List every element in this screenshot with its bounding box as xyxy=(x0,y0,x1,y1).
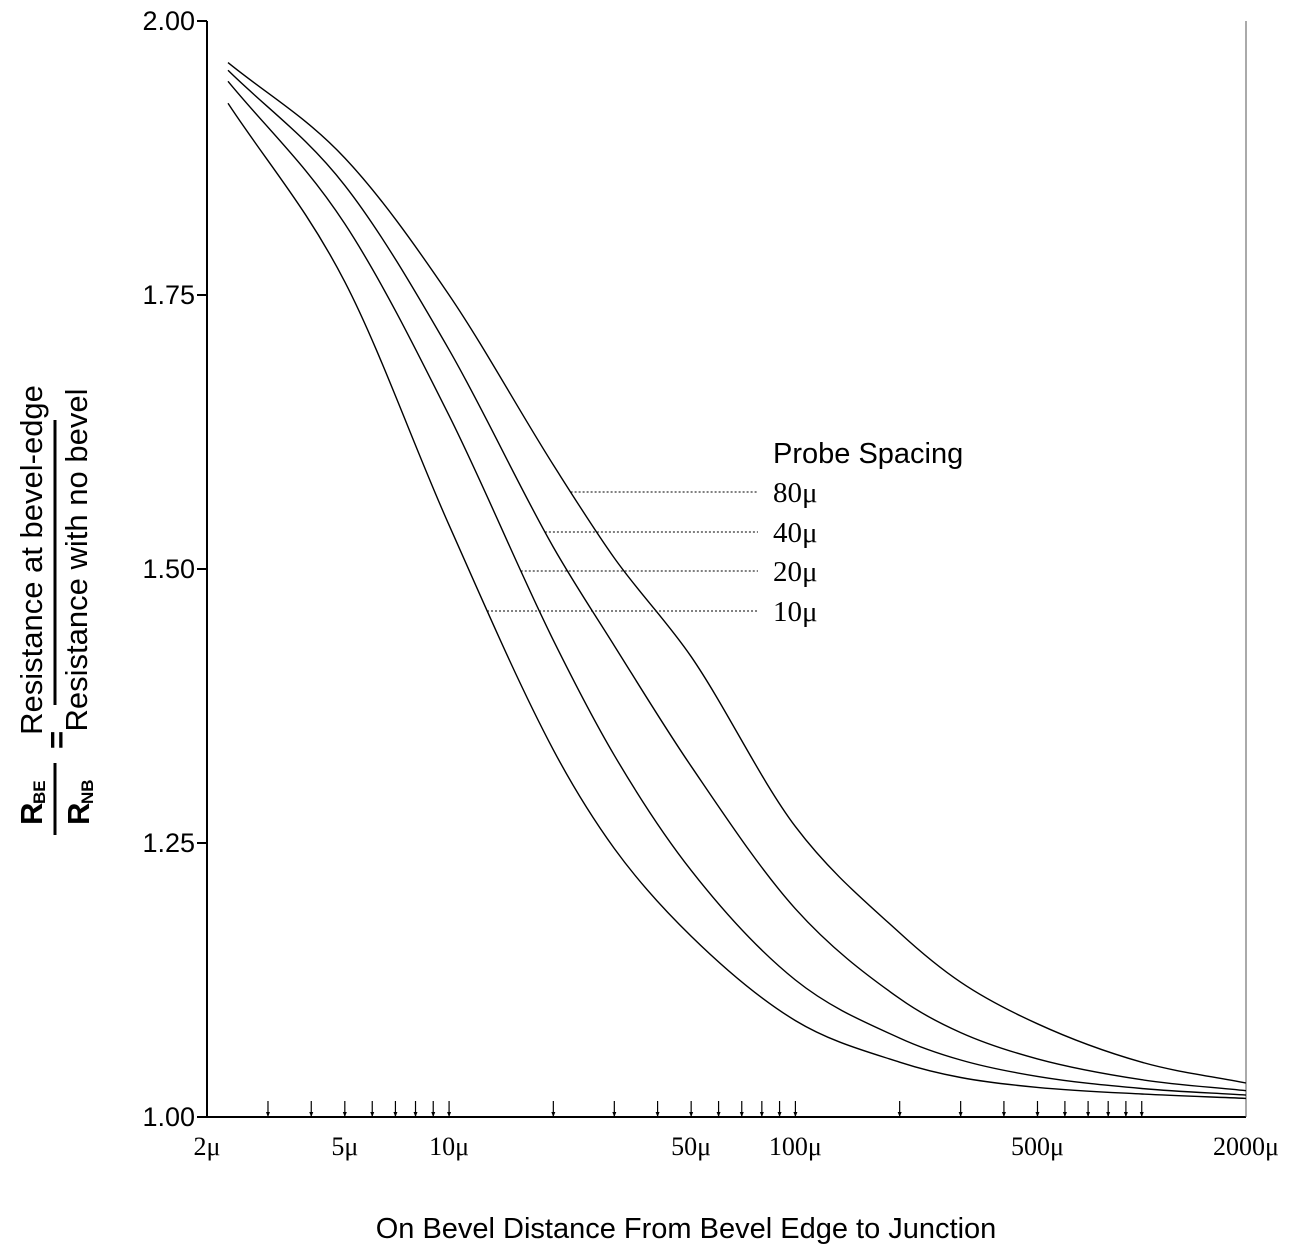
x-tick-arrow xyxy=(431,1112,436,1117)
legend-entry-label: 80μ xyxy=(773,477,818,509)
x-tick-arrow xyxy=(1086,1112,1091,1117)
x-tick-arrow xyxy=(342,1112,347,1117)
legend-entry-label: 10μ xyxy=(773,596,818,628)
x-tick-arrow xyxy=(777,1112,782,1117)
x-tick-arrow xyxy=(759,1112,764,1117)
x-tick-arrow xyxy=(413,1112,418,1117)
ylabel-symbol-numerator-sub: BE xyxy=(30,780,49,804)
y-tick-label: 1.75 xyxy=(142,280,195,310)
ylabel-denominator: Resistance with no bevel xyxy=(59,389,94,732)
x-tick-arrow xyxy=(739,1112,744,1117)
x-tick-arrow xyxy=(370,1112,375,1117)
x-tick-arrow xyxy=(897,1112,902,1117)
x-tick-arrow xyxy=(716,1112,721,1117)
x-tick-arrow xyxy=(689,1112,694,1117)
ylabel-symbol-denominator-sub: NB xyxy=(78,779,97,804)
x-tick-arrow xyxy=(1106,1112,1111,1117)
ylabel-symbol-numerator: R xyxy=(14,803,49,825)
y-tick-label: 1.00 xyxy=(142,1102,195,1132)
y-tick-label: 1.50 xyxy=(142,554,195,584)
legend-entry-label: 40μ xyxy=(773,517,818,549)
ylabel-symbol-denominator: R xyxy=(61,803,96,825)
x-tick-label: 50μ xyxy=(671,1132,711,1161)
series-lines xyxy=(227,62,1247,1100)
x-tick-label: 500μ xyxy=(1011,1132,1064,1161)
x-tick-arrow xyxy=(393,1112,398,1117)
legend-entry-label: 20μ xyxy=(773,556,818,588)
series-line-3 xyxy=(227,80,1247,1096)
x-tick-arrow xyxy=(1139,1112,1144,1117)
legend: Probe Spacing 80μ 40μ 20μ 10μ xyxy=(487,438,963,628)
ylabel-numerator: Resistance at bevel-edge xyxy=(14,385,49,735)
x-tick-arrow xyxy=(793,1112,798,1117)
x-axis-label: On Bevel Distance From Bevel Edge to Jun… xyxy=(376,1213,997,1245)
x-tick-label: 5μ xyxy=(331,1132,358,1161)
y-tick-label: 1.25 xyxy=(142,828,195,858)
x-tick-label: 2000μ xyxy=(1213,1132,1279,1161)
ticks: 1.00 1.25 1.50 1.75 2.00 2μ 5μ 10μ 50μ 100μ 500μ 20… xyxy=(142,6,1279,1161)
ylabel-equals: = xyxy=(39,731,74,749)
y-axis-label: R BE R NB = Resistance at bevel-edge Res… xyxy=(14,385,97,835)
x-tick-label: 2μ xyxy=(194,1132,221,1161)
series-line-2 xyxy=(227,69,1247,1092)
legend-title: Probe Spacing xyxy=(773,438,963,470)
x-tick-arrow xyxy=(1001,1112,1006,1117)
y-tick-label: 2.00 xyxy=(142,6,195,36)
x-tick-arrow xyxy=(309,1112,314,1117)
x-tick-arrow xyxy=(612,1112,617,1117)
series-line-1 xyxy=(227,62,1247,1084)
x-tick-arrow xyxy=(958,1112,963,1117)
x-tick-label: 10μ xyxy=(429,1132,469,1161)
x-tick-arrow xyxy=(265,1112,270,1117)
x-tick-arrow xyxy=(447,1112,452,1117)
x-tick-arrow xyxy=(1123,1112,1128,1117)
x-tick-arrow xyxy=(1062,1112,1067,1117)
x-tick-label: 100μ xyxy=(769,1132,822,1161)
x-tick-arrow xyxy=(655,1112,660,1117)
x-tick-arrow xyxy=(551,1112,556,1117)
series-line-4 xyxy=(227,102,1247,1100)
x-tick-arrow xyxy=(1035,1112,1040,1117)
